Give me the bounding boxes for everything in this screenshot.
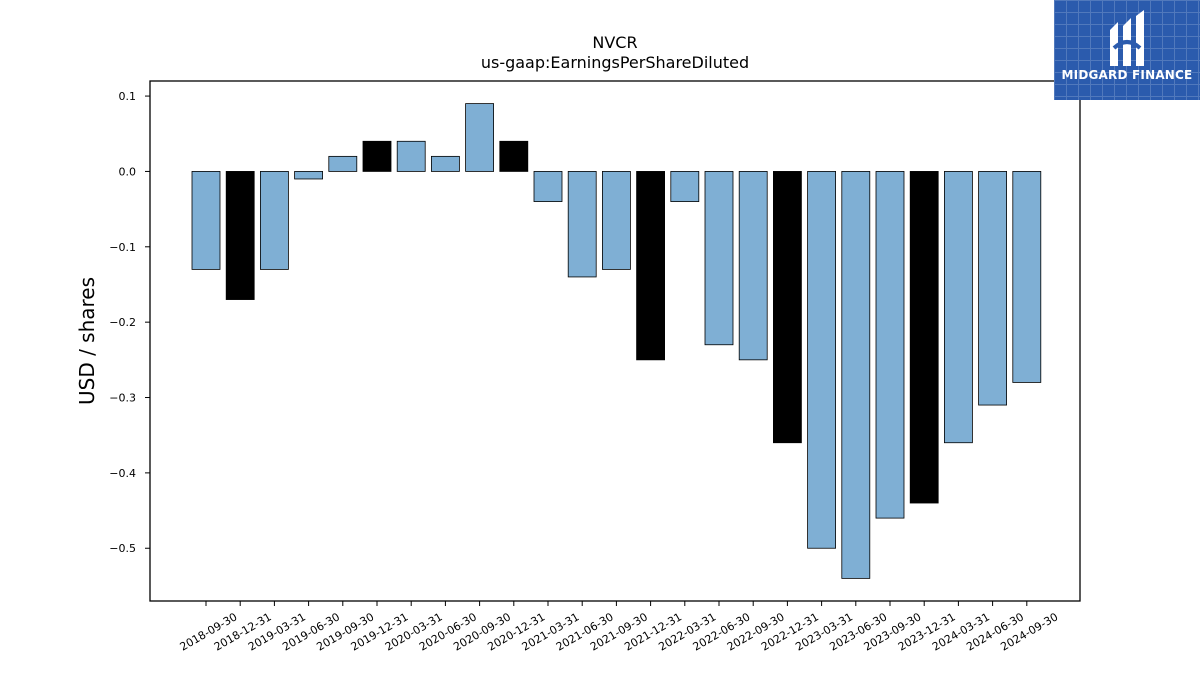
bar-2020-09-30	[465, 103, 495, 172]
y-axis: 0.1 0.0 −0.1 −0.2 −0.3 −0.4 −0.5	[109, 90, 150, 555]
bar-2020-03-31	[396, 140, 426, 172]
bar-2020-12-31	[499, 140, 529, 172]
bar-2021-12-31	[636, 171, 665, 361]
y-tick-label: −0.2	[109, 316, 136, 329]
bar-2019-03-31	[259, 171, 289, 270]
bars-group	[191, 103, 1042, 579]
bar-2023-03-31	[807, 171, 836, 549]
bar-2024-09-30	[1012, 171, 1042, 383]
bar-2020-06-30	[430, 155, 460, 172]
y-tick-label: −0.3	[109, 392, 136, 405]
bar-2024-03-31	[944, 171, 973, 444]
bar-2021-06-30	[567, 171, 597, 278]
y-axis-label: USD / shares	[75, 277, 99, 405]
midgard-finance-logo: MIDGARD FINANCE	[1054, 0, 1200, 100]
bar-2022-12-31	[773, 171, 802, 444]
y-tick-label: 0.1	[119, 90, 137, 103]
logo-text: MIDGARD FINANCE	[1061, 68, 1193, 82]
bar-2021-03-31	[533, 171, 563, 202]
chart-subtitle: us-gaap:EarningsPerShareDiluted	[481, 53, 749, 72]
bar-2019-12-31	[362, 140, 392, 172]
bar-2021-09-30	[602, 171, 631, 270]
y-tick-label: −0.5	[109, 542, 136, 555]
bar-2019-06-30	[294, 171, 324, 180]
bar-2023-12-31	[909, 171, 939, 504]
bar-2023-09-30	[875, 171, 905, 519]
bar-2022-06-30	[704, 171, 734, 346]
bar-2022-09-30	[738, 171, 768, 361]
bar-2018-12-31	[225, 171, 255, 300]
plot-frame	[149, 80, 1081, 602]
midgard-logo-icon	[1110, 10, 1144, 66]
bar-2024-06-30	[978, 171, 1007, 406]
bar-2018-09-30	[191, 171, 221, 270]
y-tick-label: −0.4	[109, 467, 136, 480]
y-tick-label: 0.0	[119, 165, 137, 178]
bar-2019-09-30	[328, 155, 358, 172]
y-tick-label: −0.1	[109, 241, 136, 254]
bar-2022-03-31	[670, 171, 700, 202]
x-axis: 2018-09-302018-12-312019-03-312019-06-30…	[178, 601, 1060, 654]
chart-title: NVCR	[592, 33, 637, 52]
bar-2023-06-30	[841, 171, 871, 579]
